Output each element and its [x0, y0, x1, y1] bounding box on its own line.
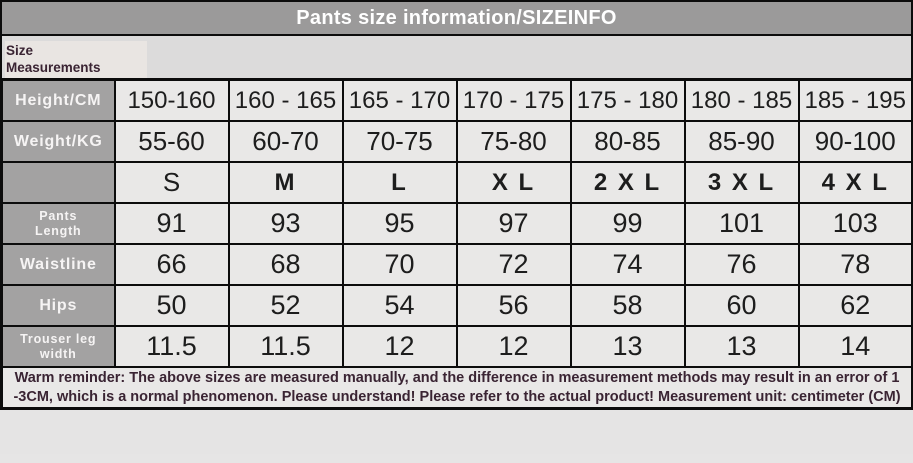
row-label-hips: Hips: [0, 284, 116, 327]
table-cell: 66: [113, 243, 230, 286]
row-label-pants-length: Pants Length: [0, 202, 116, 245]
size-table: Height/CM 150-160 160 - 165 165 - 170 17…: [0, 78, 913, 410]
table-cell: 11.5: [113, 325, 230, 368]
table-row-weight: Weight/KG 55-60 60-70 70-75 75-80 80-85 …: [0, 120, 913, 163]
table-cell: 103: [797, 202, 913, 245]
table-cell: 12: [455, 325, 572, 368]
table-row-height: Height/CM 150-160 160 - 165 165 - 170 17…: [0, 78, 913, 122]
size-measurements-line1: Size: [6, 43, 34, 58]
table-cell: 97: [455, 202, 572, 245]
table-cell: 93: [227, 202, 344, 245]
table-row-reminder: Warm reminder: The above sizes are measu…: [0, 366, 913, 410]
table-cell: 11.5: [227, 325, 344, 368]
table-cell: 95: [341, 202, 458, 245]
table-cell: 160 - 165: [227, 78, 344, 122]
row-label-weight: Weight/KG: [0, 120, 116, 163]
table-cell: 13: [683, 325, 800, 368]
row-label-height: Height/CM: [0, 78, 116, 122]
warm-reminder-line2: -3CM, which is a normal phenomenon. Plea…: [13, 388, 901, 405]
table-cell: 60-70: [227, 120, 344, 163]
table-cell: 70-75: [341, 120, 458, 163]
footer-spacer: [0, 410, 913, 454]
table-cell: 90-100: [797, 120, 913, 163]
table-cell: 75-80: [455, 120, 572, 163]
table-cell: 13: [569, 325, 686, 368]
table-cell-size: 4 X L: [797, 161, 913, 204]
table-cell: 85-90: [683, 120, 800, 163]
size-measurements-strip: Size Measurements: [0, 36, 913, 78]
table-cell: 52: [227, 284, 344, 327]
table-cell: 165 - 170: [341, 78, 458, 122]
table-cell: 50: [113, 284, 230, 327]
row-label-size-blank: [0, 161, 116, 204]
table-cell: 99: [569, 202, 686, 245]
table-row-trouser-leg-width: Trouser leg width 11.5 11.5 12 12 13 13 …: [0, 325, 913, 368]
table-cell: 14: [797, 325, 913, 368]
table-cell-size: X L: [455, 161, 572, 204]
table-cell: 101: [683, 202, 800, 245]
size-measurements-line2: Measurements: [6, 60, 101, 75]
table-cell-size: S: [113, 161, 230, 204]
table-cell: 76: [683, 243, 800, 286]
size-measurements-label: Size Measurements: [5, 41, 147, 78]
table-cell: 60: [683, 284, 800, 327]
warm-reminder: Warm reminder: The above sizes are measu…: [0, 366, 913, 410]
table-row-hips: Hips 50 52 54 56 58 60 62: [0, 284, 913, 327]
table-cell: 185 - 195: [797, 78, 913, 122]
table-cell: 12: [341, 325, 458, 368]
row-label-trouser-leg-width: Trouser leg width: [0, 325, 116, 368]
table-cell: 175 - 180: [569, 78, 686, 122]
table-cell: 62: [797, 284, 913, 327]
table-cell: 56: [455, 284, 572, 327]
table-row-waistline: Waistline 66 68 70 72 74 76 78: [0, 243, 913, 286]
table-cell: 72: [455, 243, 572, 286]
row-label-waistline: Waistline: [0, 243, 116, 286]
table-cell-size: 3 X L: [683, 161, 800, 204]
table-cell: 91: [113, 202, 230, 245]
table-cell: 74: [569, 243, 686, 286]
table-cell: 170 - 175: [455, 78, 572, 122]
table-cell: 150-160: [113, 78, 230, 122]
warm-reminder-line1: Warm reminder: The above sizes are measu…: [14, 369, 900, 386]
page-title: Pants size information/SIZEINFO: [296, 6, 617, 29]
table-row-size: S M L X L 2 X L 3 X L 4 X L: [0, 161, 913, 204]
table-cell: 180 - 185: [683, 78, 800, 122]
title-bar: Pants size information/SIZEINFO: [0, 0, 913, 36]
table-cell: 80-85: [569, 120, 686, 163]
table-cell: 55-60: [113, 120, 230, 163]
table-row-pants-length: Pants Length 91 93 95 97 99 101 103: [0, 202, 913, 245]
table-cell-size: M: [227, 161, 344, 204]
table-cell: 54: [341, 284, 458, 327]
table-cell: 70: [341, 243, 458, 286]
table-cell: 68: [227, 243, 344, 286]
table-cell: 78: [797, 243, 913, 286]
table-cell-size: L: [341, 161, 458, 204]
table-cell-size: 2 X L: [569, 161, 686, 204]
table-cell: 58: [569, 284, 686, 327]
